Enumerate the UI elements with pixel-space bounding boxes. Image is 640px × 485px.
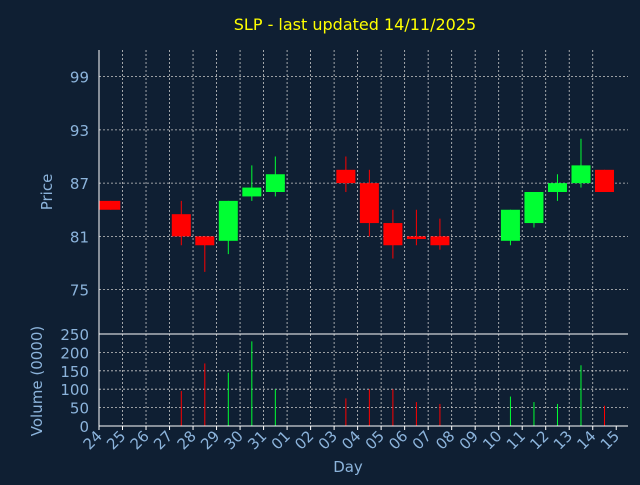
candle-body [406, 236, 426, 240]
x-tick-label: 06 [385, 427, 411, 453]
volume-tick-label: 200 [60, 344, 89, 362]
x-tick-label: 26 [127, 427, 153, 453]
candle-body [195, 236, 215, 246]
candle-body [171, 214, 191, 237]
volume-tick-label: 100 [60, 381, 89, 399]
x-tick-label: 11 [503, 427, 529, 453]
price-tick-label: 99 [70, 69, 89, 87]
candles-layer [99, 138, 614, 272]
candle-body [524, 192, 544, 224]
volume-tick-label: 250 [60, 326, 89, 344]
x-tick-label: 13 [550, 427, 576, 453]
x-tick-label: 10 [479, 427, 505, 453]
x-tick-label: 12 [526, 427, 552, 453]
price-grid [99, 50, 628, 334]
x-tick-label: 08 [432, 427, 458, 453]
volume-axis-label: Volume (0000) [28, 326, 46, 436]
candle-body [99, 200, 121, 210]
volume-tick-label: 150 [60, 363, 89, 381]
candle-body [547, 183, 567, 192]
chart-title: SLP - last updated 14/11/2025 [234, 15, 476, 34]
candle-body [500, 209, 520, 241]
price-tick-label: 81 [70, 228, 89, 246]
x-tick-label: 03 [315, 427, 341, 453]
x-tick-label: 09 [456, 427, 482, 453]
x-tick-label: 15 [597, 427, 623, 453]
volume-grid [99, 334, 628, 426]
x-tick-label: 01 [268, 427, 294, 453]
x-tick-label: 02 [291, 427, 317, 453]
x-tick-label: 14 [573, 427, 599, 453]
candle-body [218, 200, 238, 241]
x-tick-label: 27 [150, 427, 176, 453]
volume-tick-label: 0 [79, 418, 89, 436]
candle-body [359, 183, 379, 224]
candle-body [265, 174, 285, 192]
x-tick-label: 29 [197, 427, 223, 453]
candle-body [594, 169, 614, 192]
x-tick-label: 07 [409, 427, 435, 453]
price-tick-label: 75 [70, 282, 89, 300]
candle-body [571, 165, 591, 184]
volume-bars-layer [180, 341, 605, 426]
price-axis-label: Price [38, 174, 56, 211]
volume-tick-label: 50 [70, 400, 89, 418]
x-tick-label: 30 [221, 427, 247, 453]
x-tick-label: 31 [244, 427, 270, 453]
axes-layer: 7581879399050100150200250242526272829303… [60, 50, 628, 453]
candle-body [242, 187, 262, 197]
candle-body [383, 223, 403, 246]
x-tick-label: 05 [362, 427, 388, 453]
price-tick-label: 87 [70, 175, 89, 193]
x-axis-label: Day [333, 458, 363, 476]
x-tick-label: 25 [103, 427, 129, 453]
x-tick-label: 28 [174, 427, 200, 453]
candle-body [430, 236, 450, 246]
x-tick-label: 04 [338, 427, 364, 453]
price-tick-label: 93 [70, 122, 89, 140]
candle-body [336, 169, 356, 184]
